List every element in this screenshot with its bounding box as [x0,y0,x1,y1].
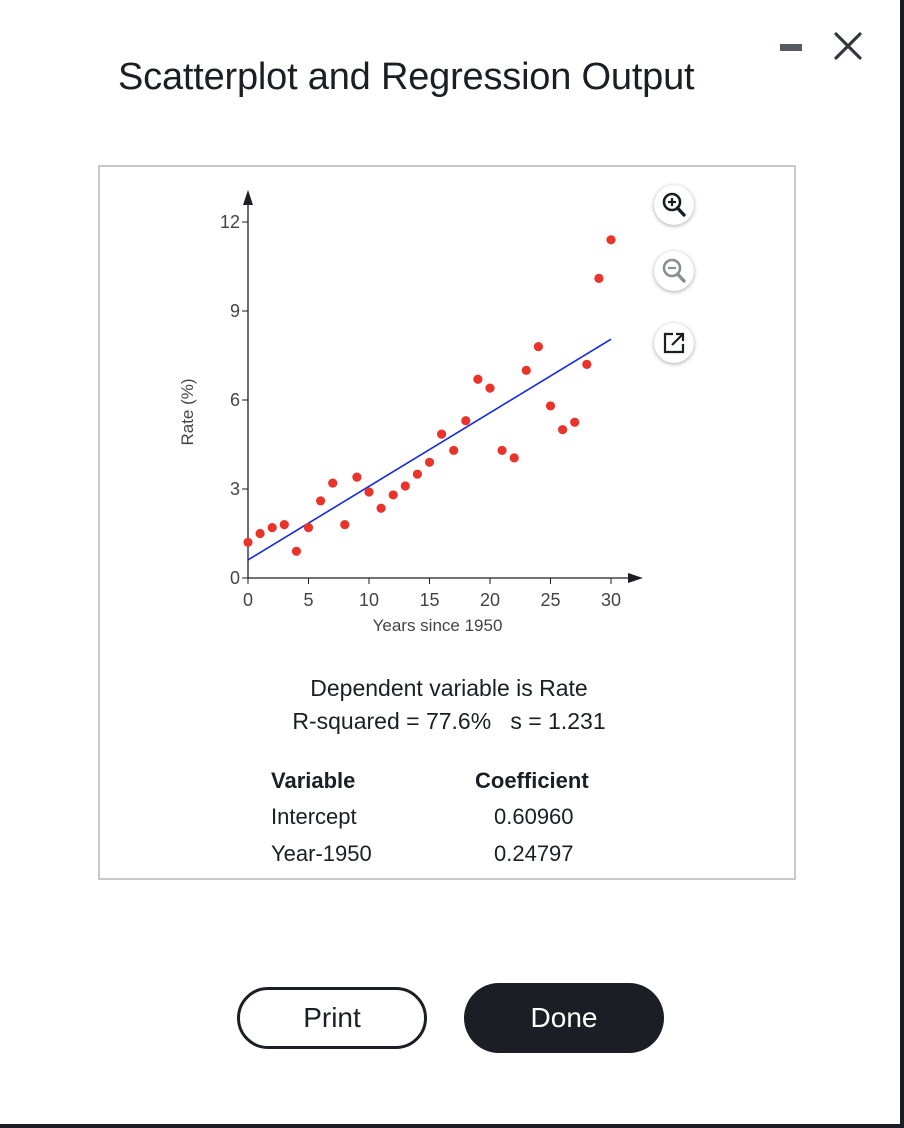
data-point [424,457,435,467]
data-point [509,453,519,463]
data-point [594,273,604,283]
dialog-title: Scatterplot and Regression Output [118,56,695,98]
data-point [497,445,507,456]
data-point [303,522,314,533]
data-points [243,235,616,556]
table-cell-coefficient: 0.24797 [494,841,574,866]
data-point [364,487,374,497]
dependent-variable-text: Dependent variable is Rate [310,675,588,701]
y-tick-label: 6 [230,390,240,410]
table-cell-coefficient: 0.60960 [494,804,574,829]
table-cell-variable: Year-1950 [271,841,372,866]
data-point [449,445,459,456]
popout-button[interactable] [654,323,694,363]
data-point [388,490,398,500]
popout-icon [663,332,685,354]
data-point [437,429,447,439]
data-point [400,481,410,491]
table-header-coefficient: Coefficient [475,768,589,793]
window-border-right [900,0,904,1128]
regression-line [247,338,612,561]
data-point [279,520,289,530]
y-tick-label: 3 [230,479,240,499]
x-tick-label: 25 [540,590,560,610]
data-point [582,359,592,369]
x-tick-label: 20 [480,590,500,610]
data-point [291,546,301,556]
data-point [570,417,580,427]
data-point [243,537,253,547]
table-header-variable: Variable [271,768,356,793]
data-point [533,342,543,352]
regression-stats-text: R-squared = 77.6% s = 1.231 [292,708,606,734]
y-tick-label: 12 [220,212,240,232]
data-point [340,520,350,530]
data-point [352,472,362,482]
data-point [473,374,483,384]
data-point [545,401,556,411]
data-point [606,235,616,245]
x-axis-ticks: 0 5 10 15 20 25 30 [243,578,621,610]
y-tick-label: 0 [230,568,240,588]
minimize-icon[interactable] [778,40,804,56]
close-icon[interactable] [832,30,864,62]
data-point [328,478,338,488]
data-point [412,469,422,479]
x-axis-arrow [628,573,643,583]
table-cell-variable: Intercept [271,804,357,829]
window-border-bottom [0,1124,904,1128]
scatterplot: 0 5 10 15 20 25 30 0 3 6 9 12 Years since 1950 Rat… [178,190,643,635]
data-point [316,496,326,506]
y-axis-label: Rate (%) [178,378,197,445]
x-tick-label: 0 [243,590,253,610]
data-point [521,365,531,375]
output-panel: 0 5 10 15 20 25 30 0 3 6 9 12 Years since 1950 Rat… [98,165,796,880]
x-axis-label: Years since 1950 [373,616,503,635]
y-axis-ticks: 0 3 6 9 12 [220,212,248,588]
data-point [376,503,386,513]
zoom-in-icon [662,192,686,217]
x-tick-label: 30 [601,590,621,610]
zoom-in-button[interactable] [654,185,694,225]
y-axis-arrow [243,190,253,205]
data-point [485,383,495,393]
y-tick-label: 9 [230,301,240,321]
zoom-out-icon [662,258,686,283]
chart-axes [243,190,643,583]
done-button[interactable]: Done [464,983,664,1053]
x-tick-label: 15 [419,590,439,610]
zoom-out-button[interactable] [654,251,694,291]
data-point [461,416,471,426]
data-point [558,425,568,435]
print-button[interactable]: Print [237,987,427,1049]
x-tick-label: 10 [359,590,379,610]
x-tick-label: 5 [303,590,313,610]
data-point [267,522,277,533]
data-point [255,528,265,539]
